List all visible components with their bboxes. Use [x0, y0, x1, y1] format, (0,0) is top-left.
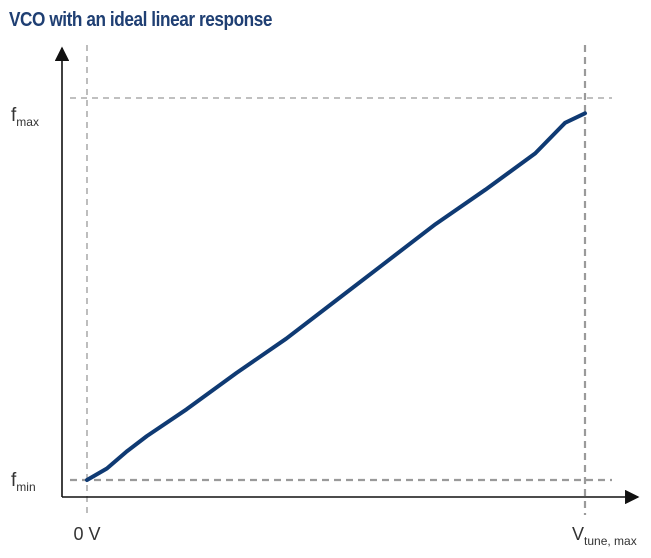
y-tick-label-max: fmax [11, 105, 39, 129]
chart-title: VCO with an ideal linear response [9, 9, 273, 31]
guide-lines [70, 45, 612, 515]
series-layer [85, 111, 587, 482]
y-tick-label-min: fmin [11, 470, 36, 494]
tick-labels: fmax fmin 0 V Vtune, max [11, 105, 637, 548]
axes [54, 46, 640, 505]
series-line [85, 111, 587, 482]
x-tick-label-zero: 0 V [73, 524, 100, 544]
x-tick-label-max: Vtune, max [572, 524, 637, 548]
